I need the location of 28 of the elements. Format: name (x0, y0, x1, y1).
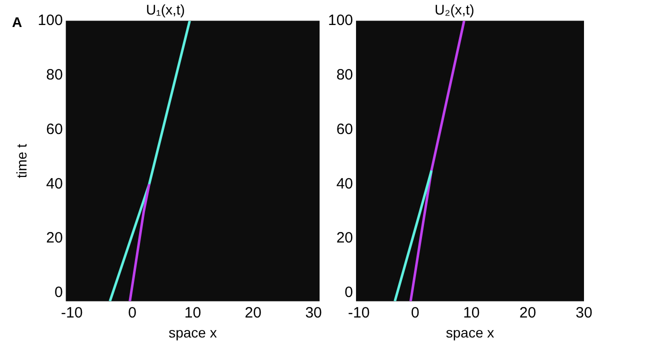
y-tick-label: 40 (336, 175, 354, 192)
y-tick-label: 100 (38, 12, 63, 29)
y-tick-label: 0 (54, 284, 63, 302)
x-tick-label: 20 (244, 304, 262, 322)
y-tick-label: 100 (328, 12, 354, 29)
y-tick-label: 60 (46, 120, 63, 138)
x-axis-title: space x (446, 324, 494, 340)
y-tick-label: 80 (46, 66, 63, 84)
y-tick-label: 20 (336, 230, 354, 247)
x-tick-label: 10 (463, 304, 480, 322)
x-tick-label: 30 (305, 304, 322, 322)
x-tick-label: 10 (184, 304, 202, 322)
chart-title: U₁(x,t) (146, 1, 185, 18)
x-tick-label: 30 (576, 304, 592, 322)
chart-title: U₂(x,t) (434, 1, 474, 18)
x-tick-label: -10 (61, 304, 83, 322)
x-tick-label: -10 (348, 304, 370, 322)
text: A (12, 14, 22, 30)
x-tick-label: 0 (128, 304, 136, 322)
y-tick-label: 20 (46, 230, 63, 247)
y-tick-label: 60 (336, 120, 354, 138)
x-tick-label: 0 (410, 304, 420, 322)
y-axis-title: time t (13, 144, 30, 178)
y-tick-label: 40 (46, 175, 63, 192)
x-axis-title: space x (168, 324, 217, 340)
y-tick-label: 0 (344, 284, 354, 302)
x-tick-label: 20 (519, 304, 536, 322)
y-tick-label: 80 (336, 66, 354, 84)
